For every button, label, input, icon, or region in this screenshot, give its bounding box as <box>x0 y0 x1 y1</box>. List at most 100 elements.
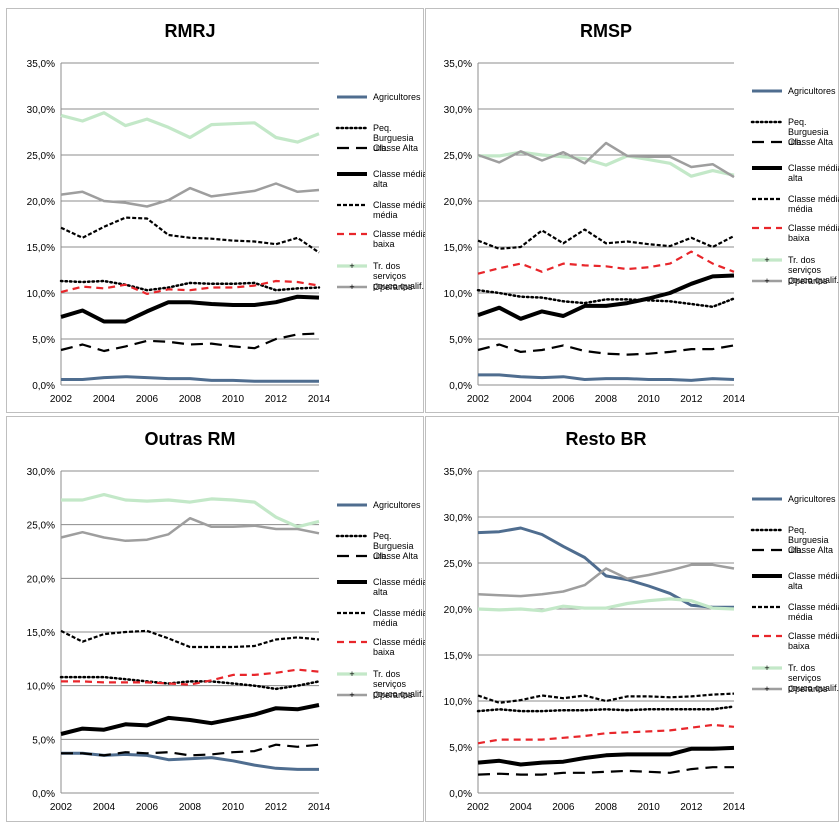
x-tick-label: 2008 <box>179 394 202 405</box>
legend-label: Agricultores <box>788 494 836 504</box>
series-line-tr-dos-servi-os-pouco-qualif- <box>61 492 320 529</box>
x-tick-label: 2010 <box>638 802 661 813</box>
legend-marker-icon: + <box>349 690 354 700</box>
legend-marker-icon: + <box>764 255 769 265</box>
legend-label: Peq. Burguesia urb. <box>788 525 829 555</box>
x-tick-label: 2002 <box>467 802 490 813</box>
y-tick-label: 10,0% <box>27 682 55 693</box>
y-tick-label: 20,0% <box>27 197 55 208</box>
legend-label: Peq. Burguesia urb. <box>373 123 414 153</box>
y-tick-label: 10,0% <box>444 289 472 300</box>
y-tick-label: 15,0% <box>444 651 472 662</box>
legend-item-operarios: + Operarios <box>337 690 413 700</box>
series-line-classe-m-dia-alta <box>60 294 320 324</box>
x-tick-label: 2002 <box>50 802 73 813</box>
legend-marker-icon: + <box>349 261 354 271</box>
legend-item-classe-m-dia-alta: Classe média alta <box>752 571 839 591</box>
y-tick-label: 25,0% <box>444 559 472 570</box>
legend-item-classe-alta: Classe Alta <box>752 545 833 555</box>
series-line-classe-m-dia-m-dia <box>477 228 735 250</box>
legend-label: Classe média baixa <box>373 229 425 249</box>
legend-label: Operarios <box>373 282 413 292</box>
legend-label: Classe média alta <box>788 571 839 591</box>
y-tick-label: 20,0% <box>444 197 472 208</box>
series-line-classe-m-dia-m-dia <box>60 216 320 254</box>
chart-svg-rmsp: RMSP 0,0% 5,0% 10,0% 15,0% 20,0% 25,0% 30,0% 35,… <box>444 21 839 405</box>
legend-item-classe-m-dia-m-dia: Classe média média <box>752 194 839 214</box>
x-tick-label: 2006 <box>136 802 159 813</box>
series-line-classe-m-dia-m-dia <box>477 692 735 704</box>
legend-item-classe-m-dia-alta: Classe média alta <box>752 163 839 183</box>
x-tick-label: 2014 <box>723 802 746 813</box>
legend-item-tr-dos-servi-os-pouco-qualif-: + Tr. dos serviços pouco qualif. <box>337 669 424 699</box>
x-tick-label: 2010 <box>638 394 661 405</box>
y-tick-label: 35,0% <box>444 467 472 478</box>
y-tick-label: 10,0% <box>444 697 472 708</box>
legend-label: Classe média média <box>788 602 839 622</box>
series-line-classe-m-dia-baixa <box>60 279 320 295</box>
series-line-peq-burguesia-urb- <box>59 279 321 292</box>
legend-item-classe-m-dia-m-dia: Classe média média <box>337 200 425 220</box>
x-tick-label: 2002 <box>467 394 490 405</box>
legend-label: Classe Alta <box>788 137 833 147</box>
legend-marker-icon: + <box>764 684 769 694</box>
legend-label: Peq. Burguesia urb. <box>788 117 829 147</box>
series-line-peq-burguesia-urb- <box>476 288 736 309</box>
legend-label: Classe média alta <box>788 163 839 183</box>
legend-item-classe-m-dia-baixa: Classe média baixa <box>337 637 425 657</box>
legend-marker-icon: + <box>349 669 354 679</box>
x-tick-label: 2004 <box>510 802 533 813</box>
chart-panel-rmsp: RMSP 0,0% 5,0% 10,0% 15,0% 20,0% 25,0% 30,0% 35,… <box>425 8 839 413</box>
chart-title: Resto BR <box>565 429 646 449</box>
x-tick-label: 2012 <box>680 802 703 813</box>
legend-label: Classe média baixa <box>788 223 839 243</box>
legend-label: Classe Alta <box>373 143 418 153</box>
x-tick-label: 2004 <box>93 394 116 405</box>
x-tick-label: 2002 <box>50 394 73 405</box>
legend-item-tr-dos-servi-os-pouco-qualif-: + Tr. dos serviços pouco qualif. <box>752 255 839 285</box>
x-tick-label: 2004 <box>93 802 116 813</box>
legend-item-peq-burguesia-urb-: Peq. Burguesia urb. <box>335 531 414 561</box>
y-tick-label: 10,0% <box>27 289 55 300</box>
y-tick-label: 0,0% <box>32 789 55 800</box>
chart-svg-rmrj: RMRJ 0,0% 5,0% 10,0% 15,0% 20,0% 25,0% 30,0% 35,… <box>27 21 425 405</box>
legend-item-operarios: + Operarios <box>337 282 413 292</box>
legend-label: Operarios <box>788 684 828 694</box>
series-line-classe-m-dia-baixa <box>477 723 735 745</box>
series-line-operarios <box>60 182 320 208</box>
legend-label: Tr. dos serviços pouco qualif. <box>788 255 839 285</box>
legend-item-peq-burguesia-urb-: Peq. Burguesia urb. <box>335 123 414 153</box>
legend-item-operarios: + Operarios <box>752 276 828 286</box>
legend-label: Tr. dos serviços pouco qualif. <box>373 261 424 291</box>
legend-item-agricultores: Agricultores <box>337 92 421 102</box>
x-tick-label: 2012 <box>265 802 288 813</box>
legend-label: Agricultores <box>373 92 421 102</box>
chart-title: RMRJ <box>164 21 215 41</box>
y-tick-label: 15,0% <box>444 243 472 254</box>
x-tick-label: 2006 <box>552 394 575 405</box>
y-tick-label: 15,0% <box>27 243 55 254</box>
y-tick-label: 0,0% <box>449 789 472 800</box>
y-tick-label: 5,0% <box>32 735 55 746</box>
legend-label: Agricultores <box>788 86 836 96</box>
y-tick-label: 0,0% <box>32 381 55 392</box>
legend-label: Classe média média <box>373 200 425 220</box>
y-tick-label: 15,0% <box>27 628 55 639</box>
legend-item-classe-alta: Classe Alta <box>337 143 418 153</box>
legend-item-classe-m-dia-baixa: Classe média baixa <box>337 229 425 249</box>
legend-item-classe-m-dia-m-dia: Classe média média <box>752 602 839 622</box>
legend-marker-icon: + <box>349 282 354 292</box>
x-tick-label: 2010 <box>222 802 245 813</box>
legend-item-operarios: + Operarios <box>752 684 828 694</box>
legend-label: Classe média média <box>373 608 425 628</box>
series-line-classe-m-dia-m-dia <box>60 629 320 649</box>
legend-item-agricultores: Agricultores <box>752 494 836 504</box>
chart-svg-outras-rm: Outras RM 0,0% 5,0% 10,0% 15,0% 20,0% 25,0% 30,… <box>27 429 425 813</box>
legend-label: Agricultores <box>373 500 421 510</box>
legend-label: Classe média baixa <box>788 631 839 651</box>
chart-title: Outras RM <box>144 429 235 449</box>
legend-label: Classe média baixa <box>373 637 425 657</box>
legend-marker-icon: + <box>764 276 769 286</box>
x-tick-label: 2008 <box>595 802 618 813</box>
